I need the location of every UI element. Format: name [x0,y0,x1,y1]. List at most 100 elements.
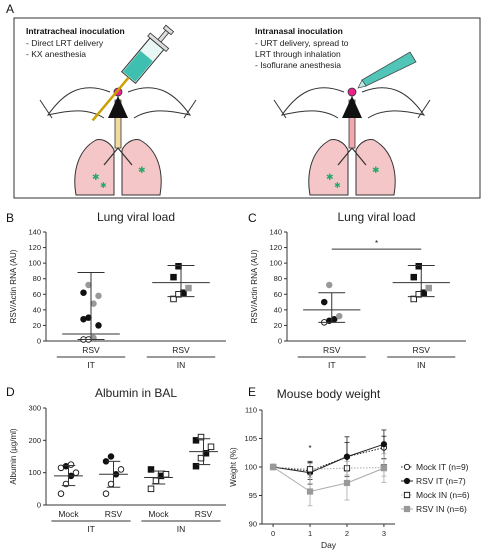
group-label: IN [177,524,186,534]
chart-lung-viral-load-b: Lung viral load 0 20 40 60 80 100 120 140 RSV/Act… [9,210,226,370]
svg-text:✱: ✱ [138,165,146,175]
svg-text:✱: ✱ [326,172,334,182]
group-label: IT [87,524,95,534]
category-label: RSV [105,509,123,519]
category-label: RSV [82,345,100,355]
category-label: Mock [148,509,169,519]
y-tick-label: 120 [28,243,41,252]
legend-marker [403,477,411,485]
y-tick-label: 0 [278,337,282,346]
y-tick-label: 20 [33,321,41,330]
data-point [102,490,110,497]
y-tick-label: 100 [244,463,257,472]
y-tick-label: 100 [28,259,41,268]
y-axis-label: Weight (%) [229,447,238,487]
y-tick-label: 100 [28,468,41,477]
series-line [273,443,385,474]
data-point [107,480,115,488]
data-point [147,466,155,473]
data-point [336,312,343,320]
data-point [72,469,80,476]
data-point [326,281,333,289]
y-axis-label: RSV/Actin RNA (AU) [250,249,259,323]
data-point [107,453,115,460]
y-tick-label: 95 [249,491,257,500]
y-tick-label: 40 [33,305,41,314]
y-axis-label: RSV/Actin RNA (AU) [9,249,18,323]
y-tick-label: 80 [33,274,41,283]
svg-text:✱: ✱ [372,165,380,175]
svg-text:✱: ✱ [100,181,107,190]
category-label: RSV [323,345,341,355]
series-line [273,466,384,470]
data-point [192,462,200,470]
group-label: IN [177,360,186,370]
y-tick-label: 0 [37,501,41,510]
x-tick-label: 0 [271,529,275,538]
y-tick-label: 100 [269,259,282,268]
y-tick-label: 20 [274,321,282,330]
svg-text:✱: ✱ [92,172,100,182]
category-label: RSV [172,345,190,355]
data-point [321,298,328,306]
y-tick-label: 105 [244,434,257,443]
svg-text:✱: ✱ [334,181,341,190]
data-point [185,284,192,292]
mouse-illustration-intranasal: ✱ ✱ ✱ [273,51,431,196]
data-point [197,433,205,441]
schematic-left-text: Intratracheal inoculation - Direct LRT d… [26,26,125,59]
data-point [343,453,351,460]
right-line-2: LRT through inhalation [255,49,341,59]
panel-label-c: C [248,211,257,225]
y-tick-label: 40 [274,305,282,314]
x-axis-label: Day [321,540,337,550]
data-point [343,479,351,487]
legend-label: RSV IN (n=6) [416,504,467,514]
chart-title: Lung viral load [97,210,175,224]
y-tick-label: 140 [28,228,41,237]
data-point [207,443,215,451]
data-point [95,292,102,300]
right-line-3: - Isoflurane anesthesia [255,60,341,70]
y-tick-label: 60 [274,290,282,299]
group-label: IN [417,360,426,370]
x-tick-label: 2 [345,529,349,538]
chart-mouse-body-weight: Mouse body weight 90 95 100 105 110 0 1 2 3 Day Wei… [229,387,470,550]
panel-label-e: E [248,385,256,399]
y-tick-label: 120 [269,243,282,252]
chart-title: Albumin in BAL [95,386,177,400]
left-line-1: - Direct LRT delivery [26,38,104,48]
data-point [380,465,388,472]
data-point [425,284,433,292]
chart-albumin-bal: Albumin in BAL 0 100 200 300 Albumin (µg/ml) M… [9,386,226,534]
y-tick-label: 80 [274,274,282,283]
data-point [306,466,314,473]
y-tick-label: 140 [269,228,282,237]
data-point [331,315,338,323]
legend-marker [403,505,411,513]
data-point [95,322,102,329]
data-point [170,273,177,281]
mouse-illustration-intratracheal: ✱ ✱ ✱ [39,24,197,196]
y-axis-label: Albumin (µg/ml) [9,428,18,485]
category-label: Mock [58,509,79,519]
legend-marker [403,491,411,499]
schematic-right-text: Intranasal inoculation - URT delivery, s… [255,26,349,70]
data-point [415,263,423,270]
y-tick-label: 90 [249,520,257,529]
panel-label-b: B [6,211,14,225]
chart-title: Mouse body weight [277,387,381,401]
legend-label: Mock IT (n=9) [416,462,469,472]
legend-label: Mock IN (n=6) [416,490,470,500]
panel-label-a: A [6,2,14,16]
y-tick-label: 60 [33,290,41,299]
series-line [272,466,385,493]
data-point [380,441,388,448]
group-label: IT [87,360,95,370]
x-tick-label: 1 [308,529,312,538]
group-label: IT [328,360,336,370]
data-point [269,463,277,471]
chart-title: Lung viral load [337,210,415,224]
data-point [147,485,155,493]
significance-label: * [308,444,311,453]
